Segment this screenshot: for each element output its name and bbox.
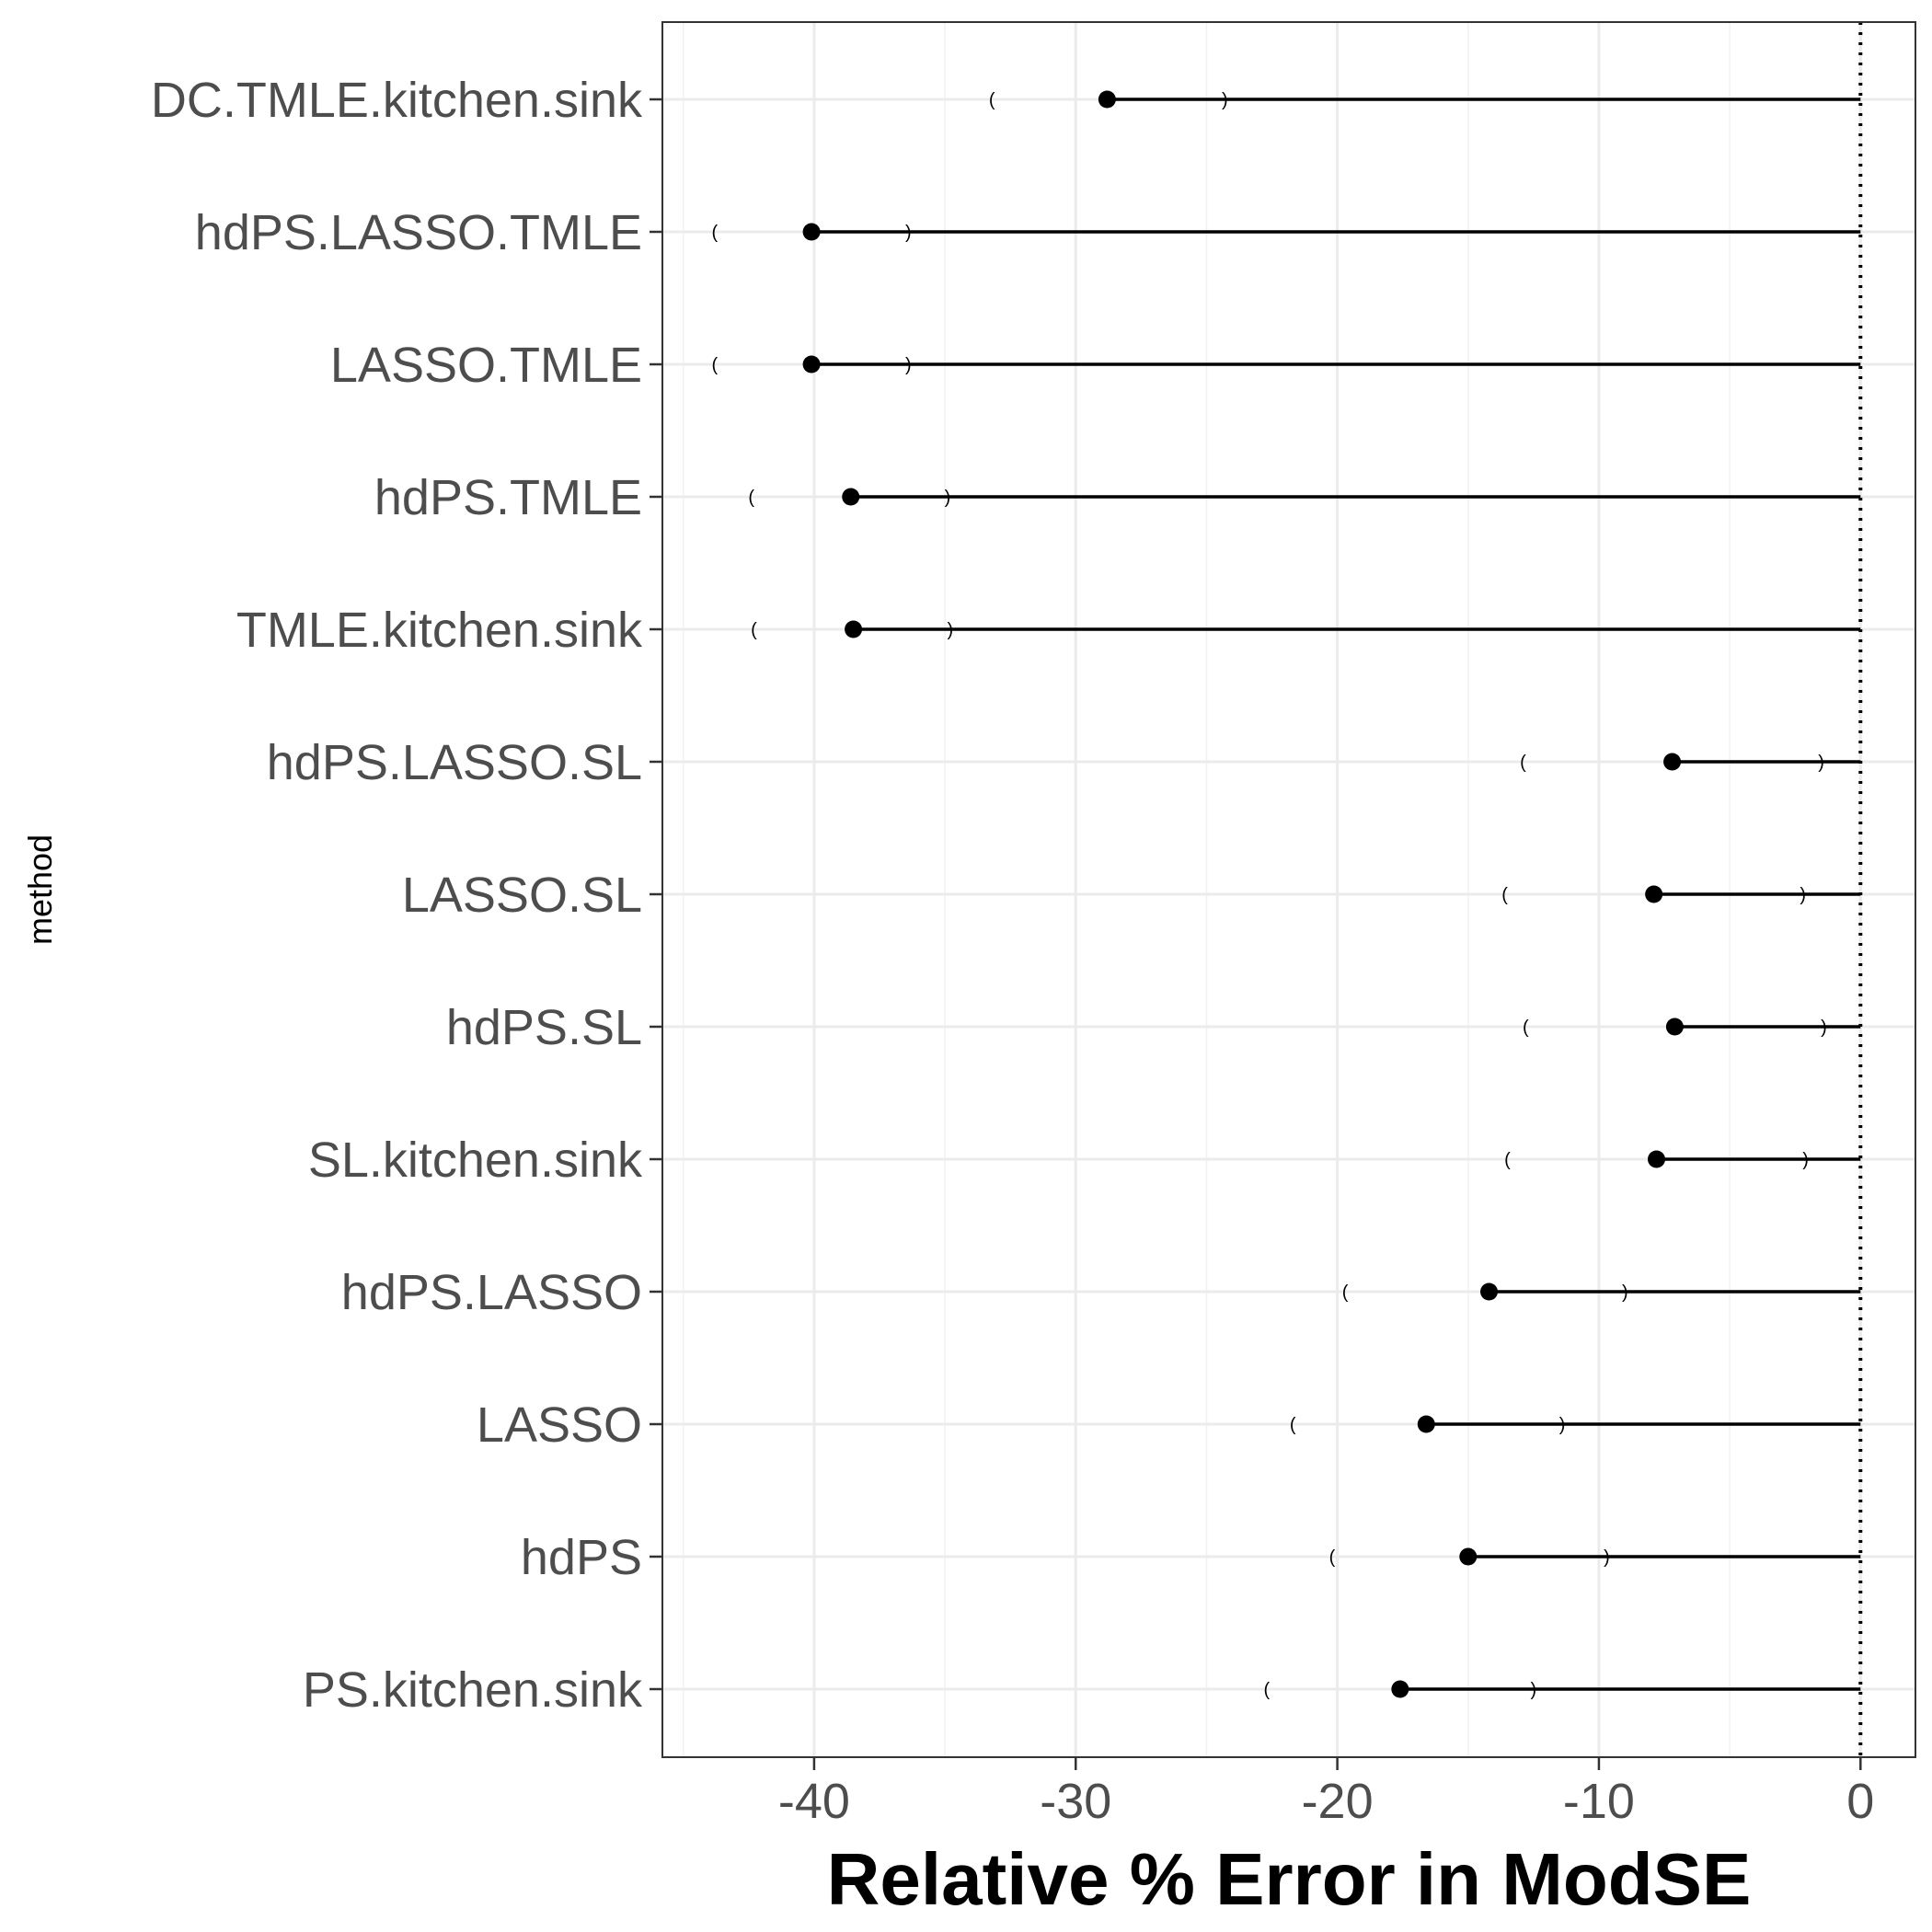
- ci-upper-mark: ): [905, 223, 912, 243]
- y-tick-label: hdPS.TMLE: [374, 470, 642, 525]
- x-tick-label: -20: [1302, 1774, 1374, 1829]
- ci-upper-mark: ): [947, 620, 953, 640]
- ci-upper-mark: ): [1531, 1680, 1537, 1700]
- y-tick-label: LASSO: [477, 1397, 642, 1453]
- y-tick-label: SL.kitchen.sink: [308, 1133, 643, 1188]
- y-axis-title: method: [21, 834, 59, 945]
- ci-lower-mark: (: [1501, 885, 1508, 905]
- ci-lower-mark: (: [712, 355, 719, 375]
- y-tick-label: hdPS: [521, 1530, 642, 1585]
- ci-upper-mark: ): [945, 488, 951, 508]
- ci-lower-mark: (: [1342, 1282, 1349, 1303]
- ci-lower-mark: (: [1263, 1680, 1270, 1700]
- x-tick-label: -40: [778, 1774, 850, 1829]
- estimate-point: [845, 620, 863, 638]
- plot-background: [662, 22, 1915, 1757]
- y-tick-label: LASSO.SL: [402, 868, 642, 923]
- ci-lower-mark: (: [1290, 1415, 1296, 1435]
- ci-upper-mark: ): [1818, 753, 1824, 773]
- ci-upper-mark: ): [905, 355, 912, 375]
- x-tick-label: -10: [1563, 1774, 1635, 1829]
- y-axis: DC.TMLE.kitchen.sink hdPS.LASSO.TMLE LASSO…: [151, 73, 662, 1718]
- estimate-point: [802, 355, 821, 374]
- ci-upper-mark: ): [1622, 1282, 1628, 1303]
- x-axis-title: Relative % Error in ModSE: [827, 1838, 1752, 1920]
- ci-upper-mark: ): [1559, 1415, 1566, 1435]
- estimate-point: [842, 488, 860, 506]
- x-axis: -40 -30 -20 -10 0: [778, 1757, 1874, 1829]
- error-segments: [811, 98, 1861, 1691]
- estimate-point: [1098, 90, 1116, 109]
- ci-lower-mark: (: [1329, 1547, 1336, 1568]
- estimate-point: [802, 223, 821, 241]
- ci-lower-mark: (: [1504, 1150, 1511, 1170]
- ci-lower-mark: (: [1523, 1018, 1529, 1038]
- ci-upper-mark: ): [1821, 1018, 1827, 1038]
- estimate-point: [1480, 1282, 1499, 1301]
- estimate-point: [1665, 1018, 1684, 1036]
- y-tick-label: hdPS.SL: [446, 1000, 642, 1055]
- ci-upper-mark: ): [1802, 1150, 1809, 1170]
- ci-lower-mark: (: [989, 90, 995, 110]
- x-tick-label: -30: [1040, 1774, 1111, 1829]
- y-tick-label: PS.kitchen.sink: [303, 1662, 643, 1718]
- ci-lower-mark: (: [751, 620, 757, 640]
- estimate-point: [1663, 753, 1682, 771]
- estimate-point: [1459, 1547, 1478, 1566]
- minor-gridlines: [682, 22, 1731, 1757]
- y-tick-label: LASSO.TMLE: [330, 338, 642, 393]
- estimate-point: [1648, 1150, 1666, 1168]
- ci-lower-mark: (: [1520, 753, 1526, 773]
- estimate-points: [802, 90, 1684, 1698]
- y-tick-label: hdPS.LASSO: [341, 1265, 642, 1320]
- ci-marks: () () () () () () () () () () () () (): [712, 90, 1827, 1700]
- plot-border: [661, 21, 1916, 1758]
- ci-lower-mark: (: [712, 223, 719, 243]
- y-tick-label: TMLE.kitchen.sink: [236, 603, 643, 658]
- estimate-point: [1645, 885, 1663, 903]
- y-tick-label: hdPS.LASSO.SL: [267, 735, 642, 790]
- ci-upper-mark: ): [1800, 885, 1806, 905]
- ci-upper-mark: ): [1222, 90, 1228, 110]
- estimate-point: [1417, 1415, 1435, 1433]
- ci-lower-mark: (: [748, 488, 754, 508]
- y-tick-label: DC.TMLE.kitchen.sink: [151, 73, 643, 128]
- estimate-point: [1391, 1680, 1409, 1698]
- y-tick-label: hdPS.LASSO.TMLE: [195, 205, 642, 260]
- x-tick-label: 0: [1846, 1774, 1874, 1829]
- ci-upper-mark: ): [1604, 1547, 1610, 1568]
